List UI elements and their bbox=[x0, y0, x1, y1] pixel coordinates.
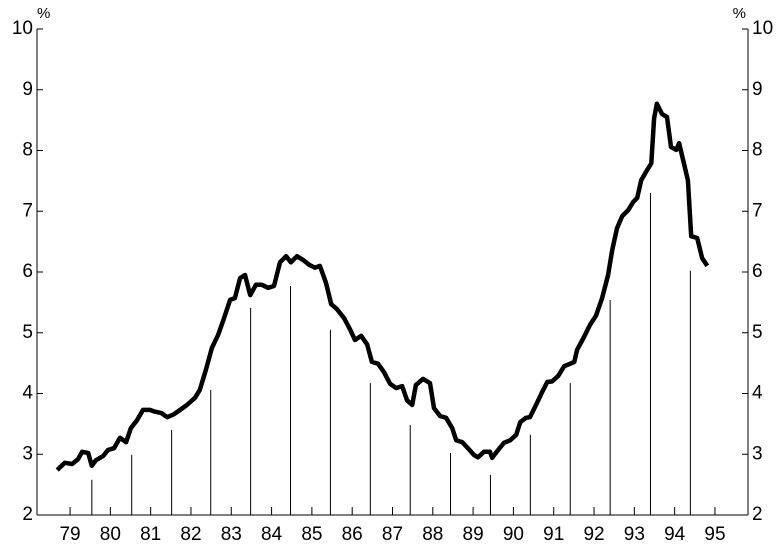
y-tick-label-right: 5 bbox=[752, 322, 763, 343]
y-tick-label-right: 4 bbox=[752, 383, 763, 404]
x-tick-label: 80 bbox=[100, 524, 121, 545]
x-tick-label: 94 bbox=[664, 524, 686, 545]
x-tick-label: 95 bbox=[704, 524, 725, 545]
x-tick-label: 88 bbox=[422, 524, 443, 545]
x-tick-label: 92 bbox=[583, 524, 604, 545]
x-tick-label: 86 bbox=[342, 524, 363, 545]
x-tick-label: 82 bbox=[180, 524, 201, 545]
x-tick-label: 89 bbox=[463, 524, 484, 545]
y-tick-label-left: 9 bbox=[22, 79, 33, 100]
y-tick-label-left: 3 bbox=[22, 443, 33, 464]
x-tick-label: 87 bbox=[382, 524, 403, 545]
y-tick-label-left: 10 bbox=[12, 18, 33, 39]
x-tick-label: 83 bbox=[221, 524, 242, 545]
y-tick-label-left: 8 bbox=[22, 140, 33, 161]
y-tick-label-left: 4 bbox=[22, 383, 33, 404]
x-tick-label: 91 bbox=[543, 524, 564, 545]
x-tick-label: 84 bbox=[261, 524, 283, 545]
x-tick-label: 90 bbox=[503, 524, 524, 545]
y-tick-label-left: 7 bbox=[22, 200, 33, 221]
y-tick-label-right: 9 bbox=[752, 79, 763, 100]
y-tick-label-right: 2 bbox=[752, 504, 763, 525]
y-tick-label-right: 10 bbox=[752, 18, 773, 39]
y-unit-left: % bbox=[37, 5, 50, 22]
y-tick-label-right: 3 bbox=[752, 443, 763, 464]
x-tick-label: 79 bbox=[59, 524, 80, 545]
y-tick-label-right: 8 bbox=[752, 140, 763, 161]
x-tick-label: 93 bbox=[624, 524, 645, 545]
y-tick-label-right: 6 bbox=[752, 261, 763, 282]
x-tick-label: 81 bbox=[140, 524, 161, 545]
y-tick-label-left: 2 bbox=[22, 504, 33, 525]
y-tick-label-left: 5 bbox=[22, 322, 33, 343]
y-unit-right: % bbox=[733, 5, 746, 22]
x-tick-label: 85 bbox=[301, 524, 322, 545]
y-tick-label-right: 7 bbox=[752, 200, 763, 221]
y-tick-label-left: 6 bbox=[22, 261, 33, 282]
series-line bbox=[55, 101, 710, 472]
